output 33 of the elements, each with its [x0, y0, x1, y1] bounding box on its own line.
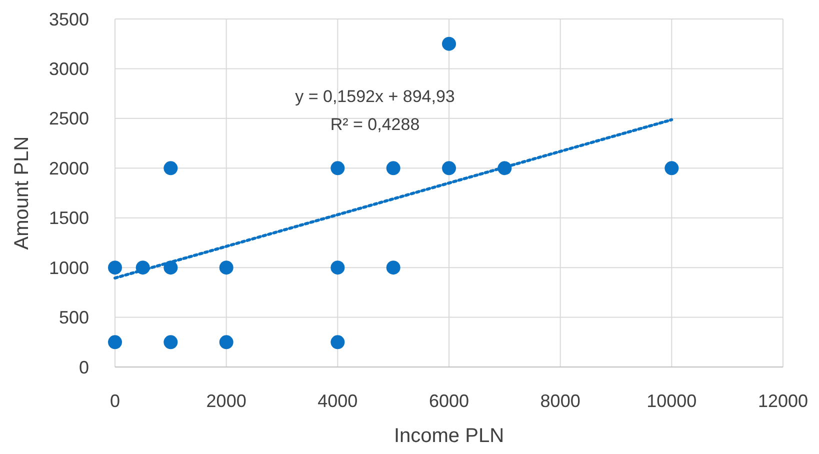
x-tick-label: 12000	[758, 391, 808, 411]
point	[330, 161, 345, 176]
x-axis-title: Income PLN	[394, 425, 504, 447]
annotation: y = 0,1592x + 894,93	[295, 87, 455, 106]
point	[219, 260, 234, 275]
x-tick-label: 4000	[318, 391, 358, 411]
y-tick-label: 0	[78, 357, 89, 378]
y-axis-title: Amount PLN	[11, 136, 33, 250]
point	[330, 335, 345, 350]
y-tick-label: 2500	[48, 108, 89, 129]
y-tick-label: 2000	[48, 158, 89, 178]
point	[386, 161, 400, 176]
point	[108, 335, 122, 350]
y-tick-label: 3000	[48, 59, 89, 80]
y-tick-label: 1500	[48, 208, 89, 228]
point	[442, 161, 456, 176]
annotation: R² = 0,4288	[330, 115, 420, 134]
point	[108, 260, 122, 275]
point	[442, 36, 456, 51]
x-tick-label: 10000	[646, 391, 697, 411]
y-tick-label: 3500	[48, 9, 89, 30]
point	[664, 161, 679, 176]
y-tick-label: 500	[58, 308, 89, 328]
x-tick-label: 0	[110, 391, 120, 411]
point	[219, 335, 234, 350]
x-tick-label: 8000	[540, 391, 580, 411]
point	[386, 260, 400, 275]
point	[164, 335, 178, 350]
point	[330, 260, 345, 275]
x-tick-label: 6000	[428, 391, 470, 411]
y-tick-label: 1000	[48, 258, 89, 278]
x-tick-label: 2000	[206, 391, 246, 411]
point	[164, 161, 178, 176]
